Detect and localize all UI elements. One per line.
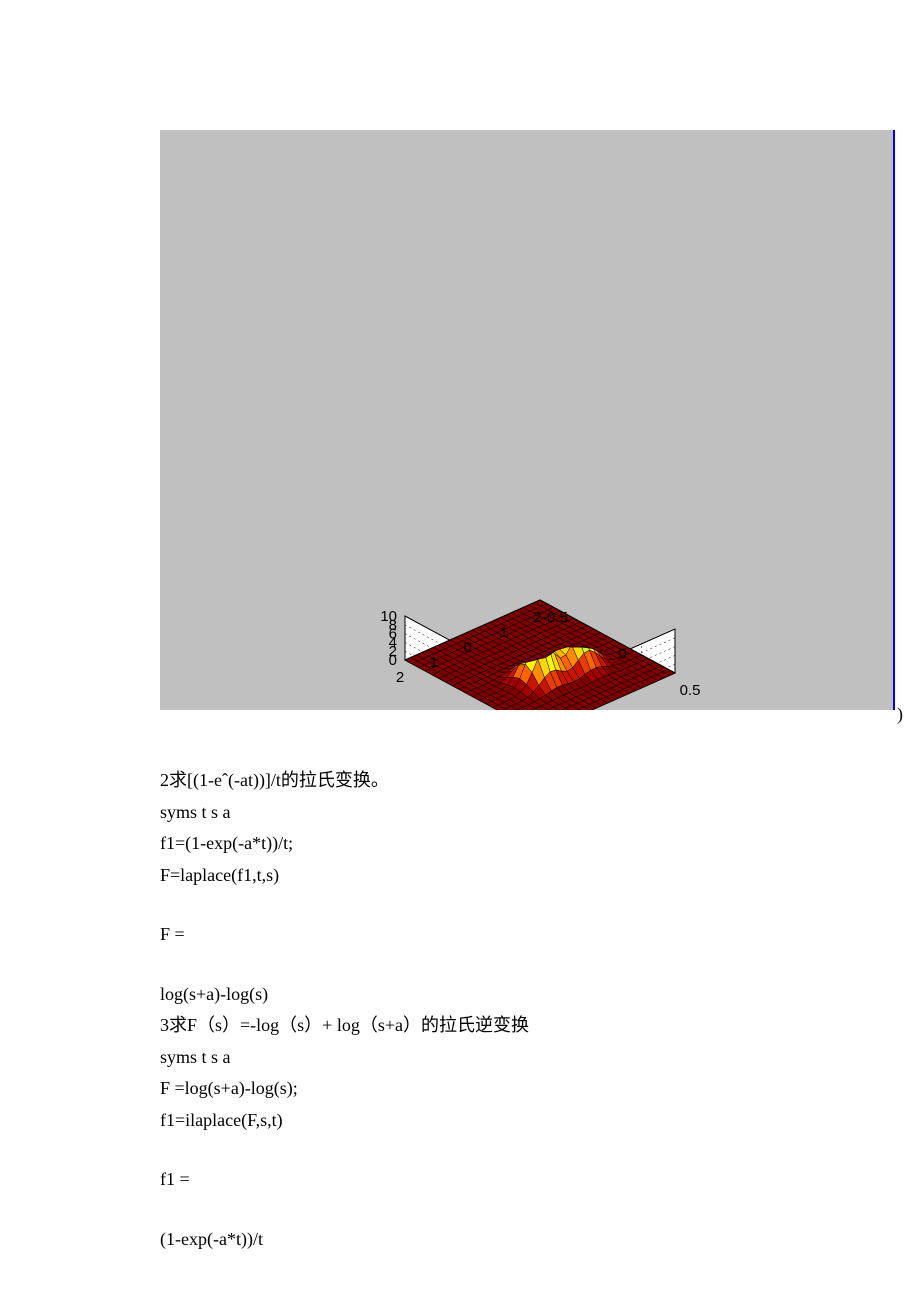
svg-text:0: 0 bbox=[618, 646, 626, 663]
svg-text:0.5: 0.5 bbox=[680, 682, 701, 699]
code-line: F =log(s+a)-log(s); bbox=[160, 1073, 920, 1105]
svg-text:10: 10 bbox=[380, 608, 397, 625]
output-label: f1 = bbox=[160, 1164, 920, 1196]
output-label: F = bbox=[160, 919, 920, 951]
problem2-title: 2求[(1-eˆ(-at))]/t的拉氏变换。 bbox=[160, 765, 920, 797]
svg-text:1: 1 bbox=[430, 654, 438, 671]
svg-text:2: 2 bbox=[396, 669, 404, 686]
output-value: log(s+a)-log(s) bbox=[160, 979, 920, 1011]
problem3-title: 3求F（s）=-log（s）+ log（s+a）的拉氏逆变换 bbox=[160, 1010, 920, 1042]
code-line: syms t s a bbox=[160, 1042, 920, 1074]
code-line: F=laplace(f1,t,s) bbox=[160, 860, 920, 892]
surface-plot: 0246810-2-1012-0.500.5 bbox=[160, 130, 893, 710]
text-body: 2求[(1-eˆ(-at))]/t的拉氏变换。 syms t s a f1=(1… bbox=[160, 765, 920, 1255]
svg-text:-2: -2 bbox=[528, 609, 541, 626]
code-line: syms t s a bbox=[160, 797, 920, 829]
code-line: f1=(1-exp(-a*t))/t; bbox=[160, 828, 920, 860]
svg-text:-1: -1 bbox=[495, 624, 508, 641]
matlab-figure: 0246810-2-1012-0.500.5 ) bbox=[160, 130, 895, 710]
svg-text:-0.5: -0.5 bbox=[542, 609, 568, 626]
code-line: f1=ilaplace(F,s,t) bbox=[160, 1105, 920, 1137]
brace-char: ) bbox=[897, 704, 903, 725]
svg-text:0: 0 bbox=[463, 639, 471, 656]
output-value: (1-exp(-a*t))/t bbox=[160, 1224, 920, 1256]
